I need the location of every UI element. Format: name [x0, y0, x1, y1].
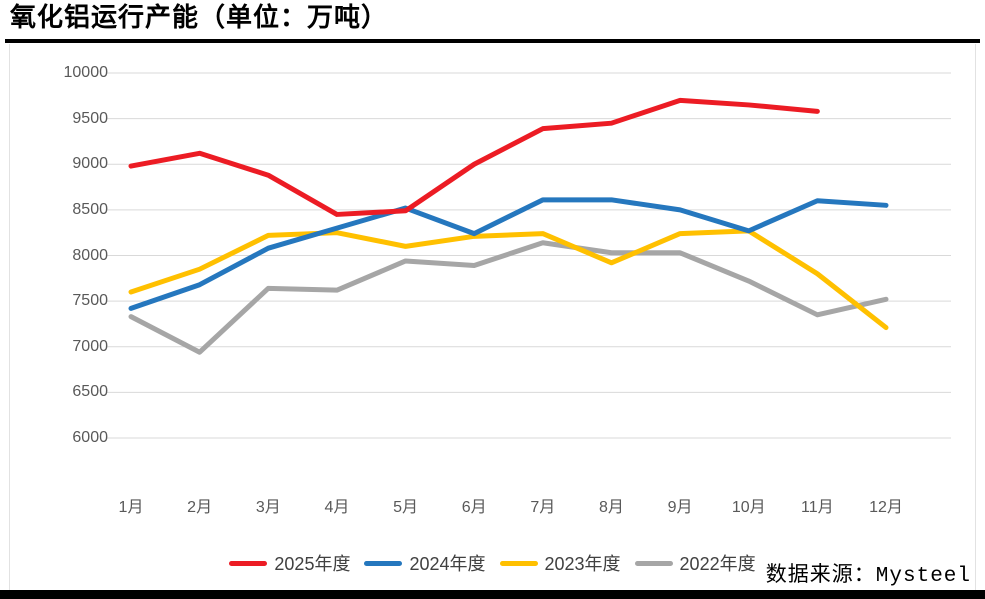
- y-tick-label: 7000: [72, 337, 108, 355]
- legend-label: 2023年度: [544, 554, 621, 574]
- legend-item-2025年度: 2025年度: [229, 550, 350, 576]
- y-tick-label: 10000: [63, 64, 109, 81]
- legend-label: 2025年度: [274, 554, 351, 574]
- x-tick-label: 10月: [731, 499, 766, 516]
- legend-line-swatch: [364, 560, 403, 566]
- plot-frame: 6000 6500 7000 7500 8000 8500 9000 9500 10000 1月…: [9, 44, 976, 590]
- chart-title: 氧化铝运行产能（单位：万吨）: [10, 3, 389, 32]
- x-tick-label: 1月: [118, 499, 144, 516]
- legend-label: 2024年度: [409, 554, 486, 574]
- y-tick-label: 9000: [72, 155, 108, 173]
- legend-label: 2022年度: [679, 554, 756, 574]
- legend-item-2024年度: 2024年度: [364, 550, 486, 576]
- chart-legend: 2025年度 2024年度 2023年度 2022年度: [10, 550, 975, 576]
- legend-line-swatch: [229, 560, 268, 566]
- legend-line-swatch: [634, 560, 673, 566]
- x-tick-label: 7月: [530, 499, 556, 516]
- y-tick-label: 9500: [72, 109, 108, 127]
- y-tick-label: 7500: [72, 292, 108, 310]
- data-source: 数据来源：Mysteel: [765, 565, 971, 588]
- series-line-2022年度: [128, 240, 889, 355]
- y-tick-label: 6000: [72, 429, 108, 446]
- x-tick-label: 5月: [393, 499, 418, 516]
- line-chart: [106, 72, 951, 439]
- legend-item-2023年度: 2023年度: [499, 550, 621, 576]
- series-line-2025年度: [128, 97, 820, 217]
- bottom-bar: [0, 590, 985, 599]
- x-tick-label: 3月: [255, 499, 281, 516]
- series-line-2023年度: [128, 228, 889, 331]
- x-tick-label: 11月: [801, 499, 834, 516]
- x-tick-label: 8月: [599, 499, 624, 516]
- y-tick-label: 6500: [72, 383, 108, 401]
- legend-item-2022年度: 2022年度: [634, 550, 756, 576]
- legend-line-swatch: [499, 560, 538, 566]
- series-line-2024年度: [128, 197, 889, 311]
- y-tick-label: 8500: [72, 200, 108, 218]
- x-tick-label: 9月: [667, 499, 693, 516]
- title-divider: [5, 39, 980, 43]
- x-tick-label: 4月: [324, 499, 350, 516]
- x-tick-label: 6月: [461, 499, 487, 516]
- x-tick-label: 2月: [187, 499, 213, 516]
- y-tick-label: 8000: [72, 246, 108, 264]
- x-tick-label: 12月: [869, 499, 903, 516]
